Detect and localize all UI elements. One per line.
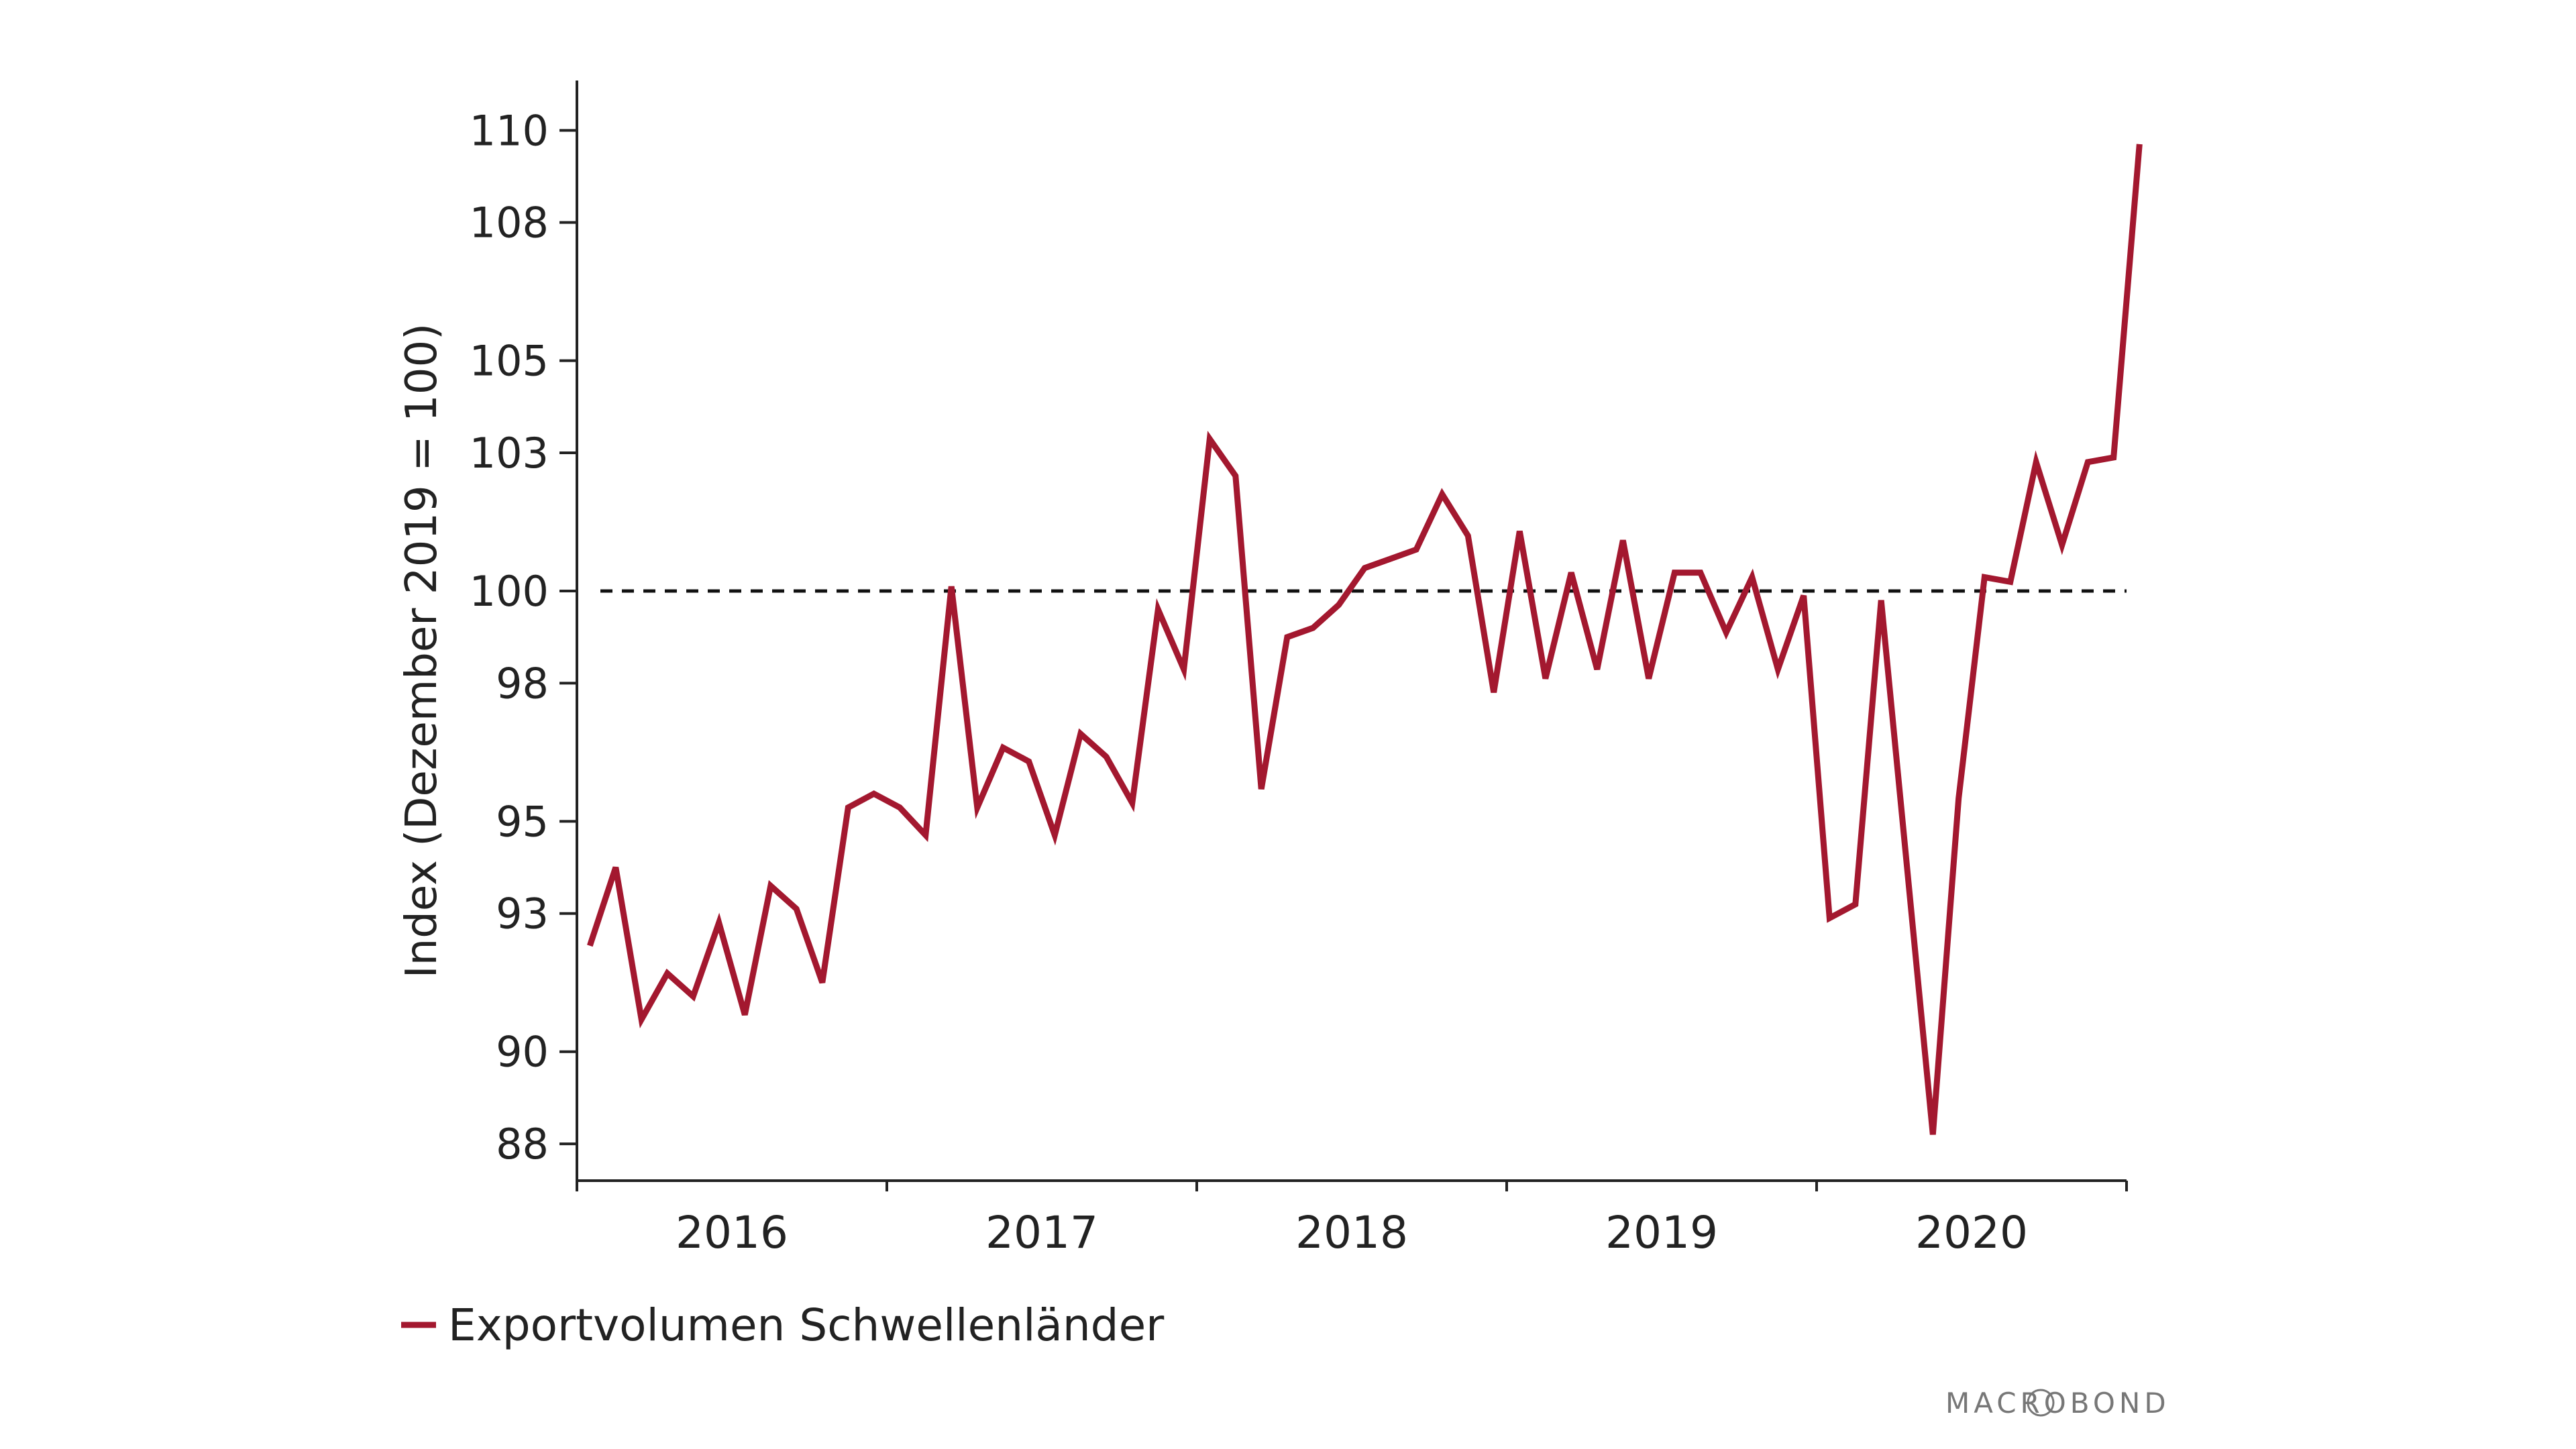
brand-circle-icon [2027, 1389, 2055, 1417]
y-tick-label: 88 [496, 1120, 549, 1169]
y-tick-label: 103 [470, 429, 549, 478]
legend-label: Exportvolumen Schwellenländer [448, 1299, 1165, 1351]
macrobond-logo: MACROBOND [1945, 1387, 2170, 1419]
x-tick-label: 2017 [985, 1207, 1098, 1258]
y-tick-label: 90 [496, 1028, 549, 1077]
brand-text: MACROBOND [1945, 1387, 2170, 1419]
series-line [587, 144, 2143, 1135]
series-layer [587, 144, 2143, 1135]
y-tick-label: 110 [470, 106, 549, 155]
x-tick-label: 2020 [1915, 1207, 2028, 1258]
y-tick-label: 95 [496, 797, 549, 846]
y-tick-label: 108 [470, 199, 549, 248]
legend: Exportvolumen Schwellenländer [401, 1299, 1165, 1351]
x-tick-label: 2018 [1295, 1207, 1408, 1258]
y-axis-label: Index (Dezember 2019 = 100) [397, 323, 447, 978]
x-tick-label: 2019 [1605, 1207, 1718, 1258]
y-tick-label: 93 [496, 890, 549, 938]
labels-layer: 88 90 93 95 98 100 103 105 108 110 2016 2017 2018 201… [470, 106, 2028, 1258]
y-tick-label: 100 [470, 567, 549, 616]
y-tick-label: 105 [470, 337, 549, 386]
y-tick-label: 98 [496, 659, 549, 708]
x-tick-label: 2016 [676, 1207, 788, 1258]
axes-layer [559, 80, 2128, 1191]
